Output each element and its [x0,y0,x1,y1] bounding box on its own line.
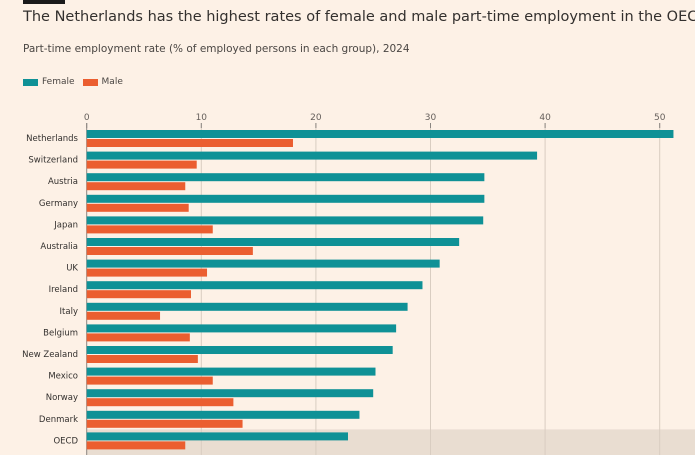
legend-label-female: Female [42,77,75,87]
bar-male-new-zealand [86,355,198,363]
category-label: Mexico [48,372,78,382]
bar-male-netherlands [86,139,293,147]
category-label: Austria [48,177,78,187]
x-tick-label: 50 [654,113,666,123]
category-label: New Zealand [22,350,78,360]
bar-male-switzerland [86,160,197,169]
category-label: Japan [53,220,78,230]
bar-female-japan [86,216,484,225]
bar-female-australia [86,238,460,246]
bar-female-germany [86,194,485,203]
x-tick-label: 30 [425,113,437,123]
category-label: Australia [40,242,78,252]
bar-male-italy [86,311,161,320]
bar-male-ireland [86,290,191,299]
bar-male-oecd [86,441,186,450]
x-tick-label: 10 [196,113,208,123]
x-tick-label: 20 [310,113,322,123]
category-label: Switzerland [28,156,78,166]
bar-male-australia [86,247,253,255]
legend-swatch-female [23,78,38,86]
category-label: Netherlands [26,134,78,144]
bar-male-norway [86,398,234,407]
bar-female-oecd [86,432,348,441]
brand-bar [23,0,65,4]
chart-title: The Netherlands has the highest rates of… [23,9,695,25]
x-tick-label: 40 [539,113,551,123]
legend-swatch-male [82,78,98,86]
bar-female-mexico [86,367,376,376]
x-tick-label: 0 [84,113,90,123]
category-label: Belgium [43,328,78,338]
category-label: Norway [46,393,78,403]
bar-female-belgium [86,324,397,333]
bar-male-uk [86,268,208,277]
bar-male-japan [86,225,213,234]
bar-male-mexico [86,376,213,385]
bar-female-new-zealand [86,346,393,354]
legend-label-male: Male [101,77,123,87]
bar-female-switzerland [86,151,538,160]
chart-subtitle: Part-time employment rate (% of employed… [23,43,410,55]
bar-male-germany [86,203,189,212]
category-label: UK [66,264,78,274]
category-label: Ireland [49,285,78,295]
category-label: Germany [39,199,78,209]
bar-male-denmark [86,419,243,428]
bar-female-uk [86,259,440,268]
bar-male-austria [86,182,186,191]
bar-female-norway [86,389,374,398]
category-label: Denmark [39,415,78,425]
bar-male-belgium [86,333,190,342]
bar-female-netherlands [86,130,674,138]
bar-female-italy [86,302,408,311]
bar-female-austria [86,173,485,182]
category-label: OECD [53,436,78,446]
category-label: Italy [60,307,78,317]
legend: Female Male [23,77,123,87]
bar-female-ireland [86,281,423,290]
bar-female-denmark [86,410,360,419]
